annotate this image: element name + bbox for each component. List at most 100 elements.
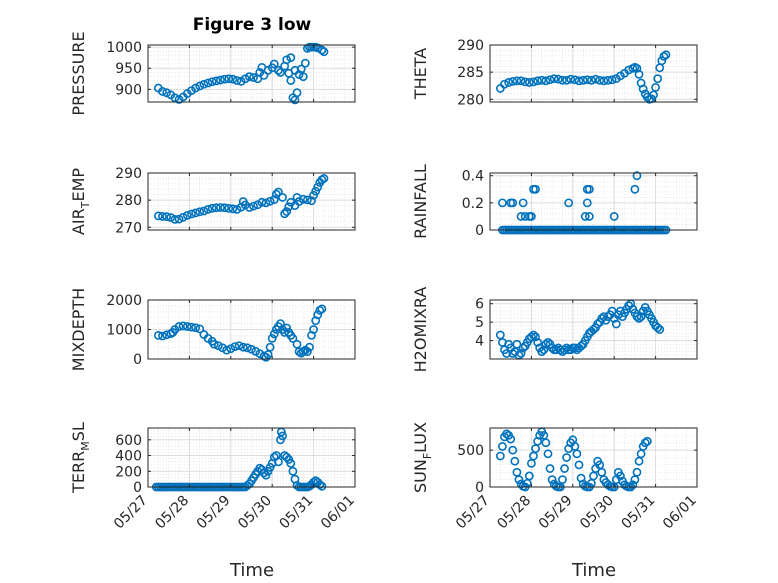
data-point [547, 475, 557, 485]
y-axis-label: AIRTEMP [69, 168, 92, 235]
data-point [533, 76, 543, 86]
data-point [529, 77, 538, 87]
y-axis-label-subscript: T [79, 201, 92, 209]
data-point [207, 203, 217, 213]
data-point [566, 74, 576, 84]
data-point [572, 449, 582, 459]
subplot-3: 270 280 290 AIRTEMP [69, 166, 356, 236]
data-point [305, 342, 314, 352]
data-point [649, 90, 658, 100]
data-point [282, 207, 292, 216]
y-axis-label-rest: SL [69, 422, 88, 441]
data-point [162, 212, 172, 222]
data-point [659, 52, 669, 61]
data-point [504, 78, 514, 87]
y-tick-label: 900 [115, 82, 142, 98]
tick-marks [147, 299, 356, 360]
x-tick-label: 05/28 [152, 493, 192, 533]
y-tick-label: 0.4 [462, 169, 484, 185]
x-axis-label-left: Time [229, 560, 274, 581]
data-point [553, 74, 563, 84]
tick-marks [147, 45, 356, 102]
data-point [292, 88, 302, 98]
x-tick-label: 05/29 [194, 493, 234, 533]
minor-grid [490, 173, 697, 230]
data-point [282, 452, 292, 462]
data-point [584, 184, 594, 194]
x-tick-label: 05/29 [536, 493, 576, 533]
data-point [158, 331, 167, 341]
data-point [199, 79, 209, 89]
data-point [278, 431, 287, 441]
data-point [541, 76, 551, 86]
data-point [317, 304, 327, 314]
data-point [265, 196, 275, 206]
plot-area [148, 428, 355, 487]
data-point [158, 212, 167, 221]
data-point [187, 209, 196, 219]
axes-container: 900 950 1000 PRESSURE 280 285 290 THETA 270 280 29… [69, 31, 700, 532]
data-point [247, 344, 256, 354]
data-point [541, 339, 551, 349]
y-tick-label: 0 [133, 352, 142, 368]
data-point [584, 212, 594, 221]
data-point [655, 325, 665, 334]
x-tick-label: 05/31 [277, 493, 317, 533]
data-point [187, 322, 196, 332]
data-point [307, 196, 316, 206]
x-tick-label: 05/30 [235, 493, 275, 533]
y-tick-label: 280 [115, 193, 142, 209]
data-point [319, 47, 329, 57]
data-point [518, 198, 528, 208]
data-point [636, 312, 646, 321]
y-tick-label: 500 [457, 443, 484, 459]
axes-box [147, 44, 356, 103]
data-point [288, 333, 298, 343]
data-point [238, 342, 248, 352]
data-point [230, 342, 240, 352]
x-tick-label: 05/30 [577, 493, 617, 533]
data-point [533, 338, 543, 347]
data-point [502, 349, 511, 358]
data-point [582, 198, 592, 208]
data-point [524, 471, 534, 481]
data-point [512, 339, 522, 349]
x-tick-label: 05/27 [111, 493, 151, 533]
y-axis-label-subscript: F [421, 453, 434, 459]
y-tick-label: 200 [115, 464, 142, 480]
tick-marks [147, 172, 356, 230]
data-point [166, 213, 176, 222]
data-point [309, 325, 318, 334]
data-point [508, 76, 518, 86]
data-point [527, 212, 536, 221]
y-tick-label: 0 [475, 480, 484, 496]
data-point [564, 198, 574, 208]
data-point [170, 93, 180, 103]
y-tick-label: 5 [475, 315, 484, 331]
y-tick-label: 290 [457, 38, 484, 54]
data-point [508, 198, 518, 208]
data-point [547, 343, 557, 353]
data-point [640, 438, 650, 448]
data-point [209, 339, 219, 349]
data-point [302, 347, 312, 357]
y-axis-label-subscript: M [79, 441, 92, 451]
data-point [220, 203, 229, 213]
tick-marks [489, 428, 698, 488]
axes-box [489, 427, 698, 488]
data-point [516, 349, 526, 358]
data-point [653, 323, 663, 333]
tick-marks [489, 173, 698, 231]
data-point [286, 76, 296, 85]
data-point [587, 75, 596, 85]
data-point [520, 212, 530, 221]
data-point [560, 345, 569, 355]
data-point [524, 78, 534, 87]
data-point [170, 215, 180, 224]
data-point [282, 323, 292, 333]
data-point [284, 202, 294, 212]
data-point [630, 184, 640, 194]
data-point [607, 75, 617, 85]
data-point [313, 182, 323, 192]
data-point [191, 208, 201, 218]
